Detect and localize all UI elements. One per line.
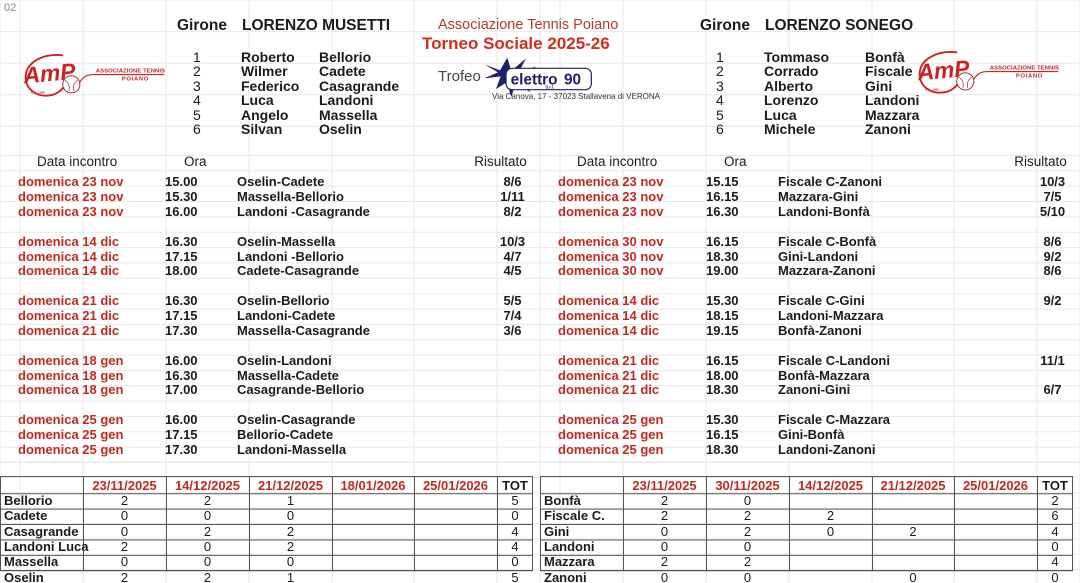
- svg-text:90: 90: [564, 71, 581, 88]
- svg-text:S.r.l.: S.r.l.: [545, 85, 554, 90]
- svg-text:POIANO: POIANO: [1016, 74, 1043, 80]
- svg-text:DAL 1980: DAL 1980: [31, 90, 45, 94]
- svg-text:ASSOCIAZIONE TENNIS: ASSOCIAZIONE TENNIS: [96, 69, 165, 75]
- svg-text:AmP: AmP: [918, 55, 971, 86]
- svg-text:POIANO: POIANO: [122, 77, 149, 83]
- svg-text:AmP: AmP: [24, 58, 77, 89]
- svg-text:DAL 1980: DAL 1980: [925, 87, 939, 91]
- svg-text:ASSOCIAZIONE TENNIS: ASSOCIAZIONE TENNIS: [990, 66, 1059, 72]
